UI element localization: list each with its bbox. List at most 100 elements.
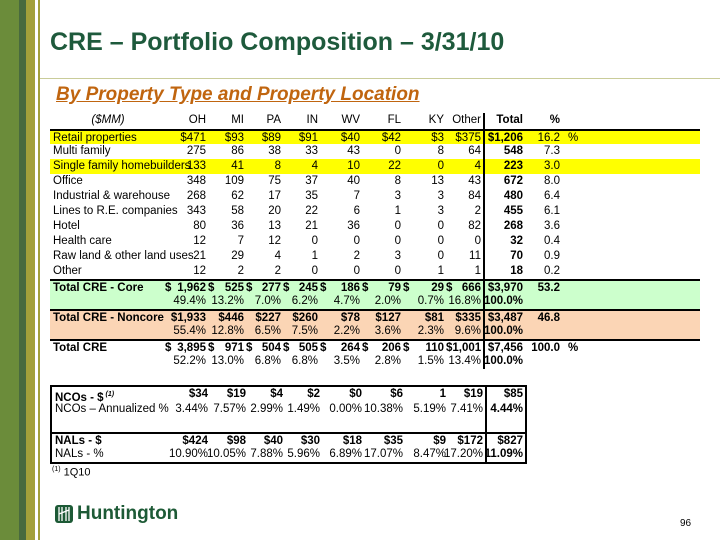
cell [562,264,700,279]
cell [562,234,700,249]
cell: $30 [300,435,320,447]
cell: 7.0% [254,295,281,307]
table-row: NCOs - $ (1) $34 $19 $4 $2 $0 $6 1 $19 $85 [52,387,525,404]
cell: 10 [347,160,360,172]
table-row: Single family homebuilders 133 41 8 4 10 22 0 4 2… [50,159,700,174]
cell: 46.8 [537,312,560,324]
table-row [52,417,525,432]
cell: $172 [448,434,487,447]
cell: 268 [503,220,523,232]
cell: $335 [446,311,485,324]
cell: $42 [381,132,401,144]
cell [562,294,700,309]
cell: 6.1 [544,205,560,217]
cell [525,354,562,369]
cell: $186 [320,282,360,294]
cell: 0 [437,160,444,172]
table-row: Health care 12 7 12 0 0 0 0 0 32 0.4 [50,234,700,249]
cell: 8 [274,160,281,172]
cell: 672 [503,175,523,187]
row-label: Total CRE - Core [53,282,144,294]
cell: 2 [274,265,281,277]
cell: 13.0% [211,355,244,367]
cell: 1 [311,250,318,262]
cell: KY [428,114,444,126]
cell: $35 [383,435,403,447]
cell: $29 [403,282,444,294]
cell: 1.5% [417,355,444,367]
cell: 7 [353,190,360,202]
cell: 5.19% [413,403,446,415]
row-label: Total CRE [53,342,108,354]
cell: $827 [497,435,523,447]
cell: 0 [311,265,318,277]
cell: 13 [431,175,444,187]
cell [562,249,700,264]
cell [562,189,700,204]
portfolio-table: ($MM) OH MI PA IN WV FL KY Other Total% Retail pro… [50,113,700,369]
cell: 16.2 [537,132,560,144]
cell: 223 [503,160,523,172]
cell: 343 [186,205,206,217]
cell: 348 [186,175,206,187]
cell: 6.89% [329,448,362,460]
cell: 480 [503,190,523,202]
cell: 0 [437,220,444,232]
cell: $525 [208,282,244,294]
cell: 0 [394,235,401,247]
cell: $18 [342,435,362,447]
table-row: 55.4% 12.8% 6.5% 7.5% 2.2% 3.6% 2.3% 9.6% 100.0% [50,324,700,339]
cell: 548 [503,145,523,157]
cell: 52.2% [173,355,206,367]
cell: 0 [394,145,401,157]
cell: 84 [446,189,485,204]
cell: 7.57% [213,403,246,415]
cell: 100.0 [531,342,560,354]
cell: 17.07% [363,448,403,460]
cell: 3.44% [175,403,208,415]
cell [562,281,700,294]
cell: 0 [311,235,318,247]
row-label: Industrial & warehouse [53,190,170,202]
row-label: NALs - % [55,448,104,460]
cell: 109 [224,175,244,187]
row-label: Lines to R.E. companies [53,205,178,217]
cell: 4 [311,160,318,172]
cell: $666 [446,281,485,294]
cell: $971 [208,342,244,354]
cell: 0 [394,265,401,277]
cell: 32 [510,235,523,247]
cell: 49.4% [173,295,206,307]
cell: 43 [446,174,485,189]
table-row: Retail properties $471 $93 $89 $91 $40 $42 $3 $3… [50,129,700,144]
cell: 0 [353,235,360,247]
cell: $40 [263,435,283,447]
cell: $505 [283,342,318,354]
cell: 6.4 [544,190,560,202]
table-row: NALs - $ $424 $98 $40 $30 $18 $35 $9 $172 $827 [52,432,525,447]
cell [525,324,562,339]
cell: 64 [446,144,485,159]
row-label: NCOs - $ (1) [55,391,115,404]
cell: 8.47% [413,448,446,460]
cell: FL [387,114,401,126]
row-label: NALs - $ [55,435,102,447]
cell: PA [266,114,282,126]
cell [562,174,700,189]
cell: 7 [237,235,244,247]
row-label: Health care [53,235,112,247]
cell: 4.44% [490,403,523,415]
cell: 8.0 [544,175,560,187]
cell: $227 [255,312,281,324]
cell: $446 [218,312,244,324]
cell: 3 [437,205,444,217]
cell: Other [446,113,485,129]
cell: 29 [231,250,244,262]
cell: 10.05% [206,448,246,460]
cell: 0 [437,235,444,247]
cell: 3.5% [333,355,360,367]
cell: $3 [431,132,444,144]
cell: 1.49% [287,403,320,415]
cell: $1,001 [446,341,485,354]
cell: $2 [307,388,320,400]
